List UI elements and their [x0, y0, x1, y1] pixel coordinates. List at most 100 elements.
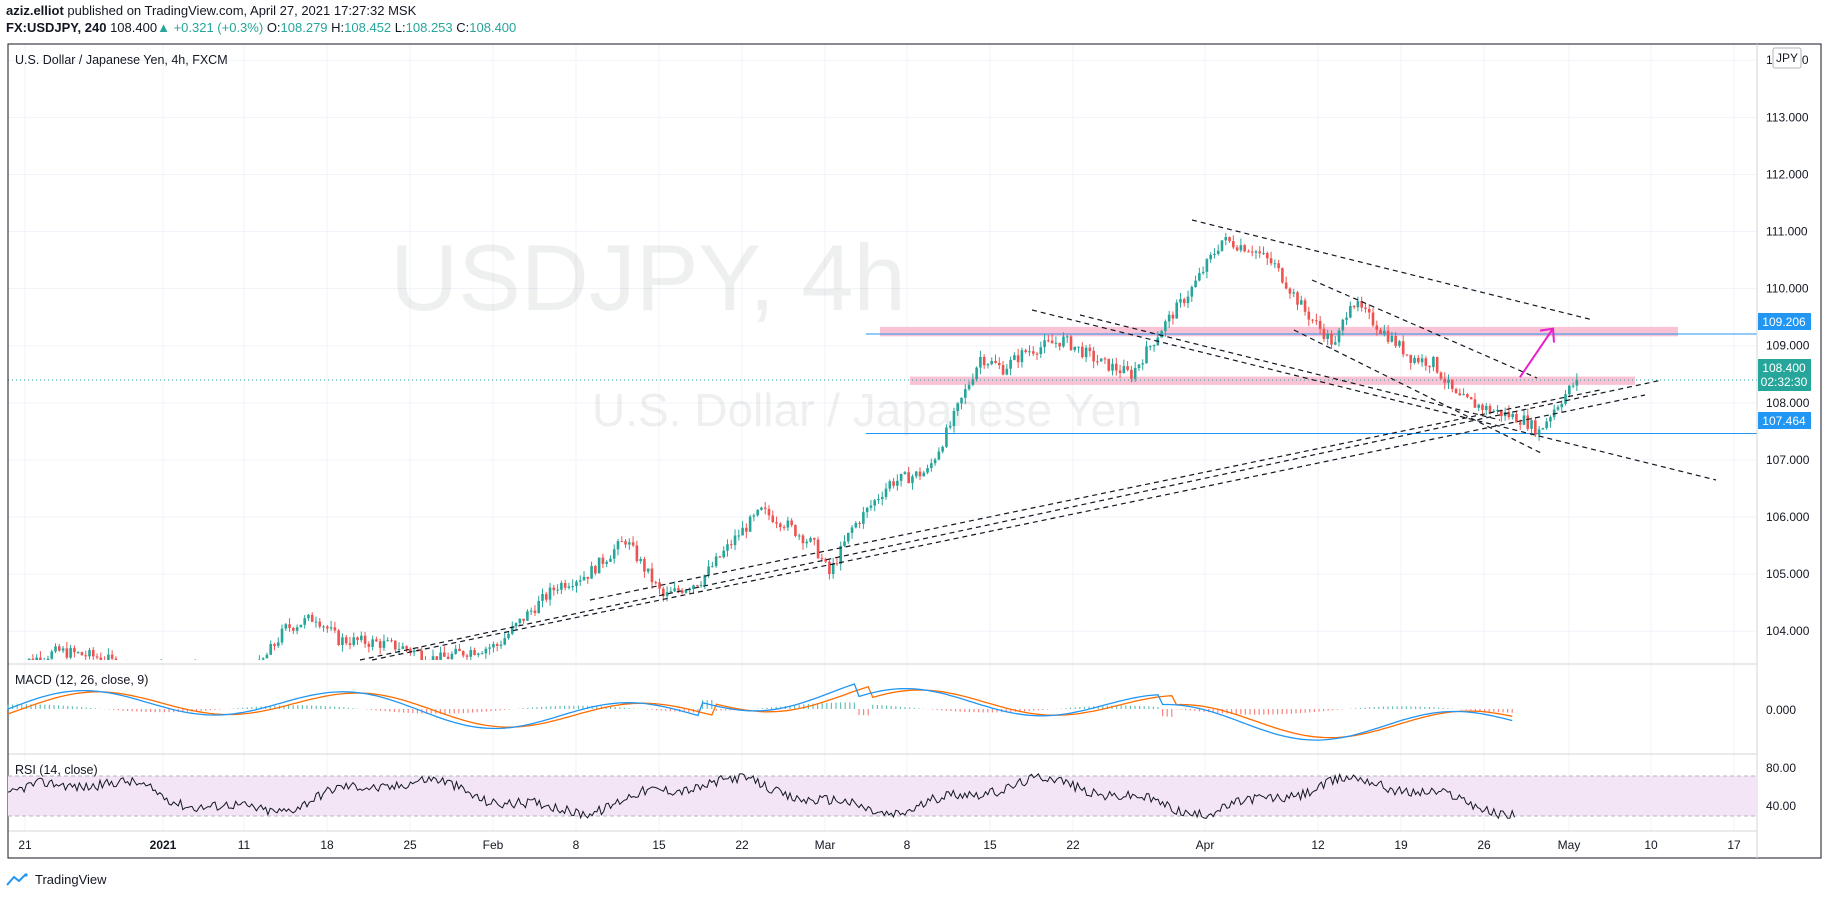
candle [544, 591, 548, 603]
candle [503, 632, 507, 646]
candle [1190, 285, 1194, 302]
candle [110, 650, 114, 660]
time-tick: Feb [483, 838, 504, 852]
candle [443, 646, 446, 657]
candle [1043, 334, 1046, 354]
watermark-name: U.S. Dollar / Japanese Yen [592, 384, 1142, 436]
tradingview-brand: TradingView [35, 872, 107, 887]
candle [431, 649, 435, 660]
macd-pane [7, 683, 1513, 741]
candle [284, 623, 288, 631]
candle [1281, 267, 1284, 284]
candle [397, 642, 401, 656]
candle [1450, 379, 1454, 393]
candle [1330, 330, 1333, 350]
candle [816, 536, 820, 559]
candle [1537, 425, 1541, 441]
candle [658, 578, 661, 595]
tradingview-footer[interactable]: TradingView [6, 872, 107, 887]
candle [299, 624, 303, 628]
candle [797, 533, 801, 541]
candle [76, 651, 80, 654]
candle [1383, 324, 1386, 337]
candle [390, 637, 393, 643]
candle [307, 614, 310, 621]
candle [114, 656, 118, 660]
candle [1198, 267, 1201, 282]
candle [862, 506, 865, 529]
candle [533, 605, 537, 616]
price-tick: 110.000 [1766, 282, 1809, 296]
candle [1077, 346, 1080, 353]
candle [1247, 249, 1250, 253]
candle [1560, 400, 1564, 412]
macd-line [7, 683, 1513, 741]
candle [1568, 384, 1571, 397]
candle [265, 652, 269, 659]
candle [1439, 371, 1443, 381]
chart-area[interactable]: USDJPY, 4h U.S. Dollar / Japanese Yen U.… [0, 0, 1828, 870]
candle [492, 641, 495, 653]
candle [612, 544, 616, 564]
candle [1424, 355, 1428, 371]
channel-top [1191, 219, 1594, 321]
candle [937, 447, 941, 461]
channel-bottom [1293, 329, 1544, 455]
candle [1013, 352, 1016, 361]
target-arrow-shaft [1519, 328, 1554, 378]
candle [337, 628, 340, 646]
candle [341, 633, 344, 652]
candle [1088, 344, 1092, 357]
candle [1031, 346, 1035, 357]
publish-info: aziz.elliot published on TradingView.com… [6, 3, 416, 18]
candle [1549, 415, 1552, 428]
candle [73, 645, 76, 658]
time-tick: Apr [1196, 838, 1215, 852]
candle [1069, 334, 1073, 352]
chart-frame [7, 43, 1822, 859]
candle [356, 636, 359, 646]
candle [458, 643, 461, 652]
candle [363, 631, 367, 648]
candle [1534, 417, 1537, 437]
candle [511, 621, 514, 636]
close-value: 108.400 [469, 20, 517, 35]
candle [1047, 335, 1050, 343]
candle [1262, 246, 1265, 255]
candle [760, 506, 763, 511]
price-tick: 105.000 [1766, 567, 1810, 581]
candle [582, 571, 586, 581]
candle [635, 540, 639, 564]
candle [620, 536, 624, 543]
candle [1160, 329, 1163, 338]
candle [1107, 358, 1111, 372]
close-label: C: [456, 20, 470, 35]
candle [1235, 245, 1239, 252]
currency-badge[interactable] [1772, 47, 1802, 69]
candle [461, 650, 465, 658]
candle [982, 354, 986, 369]
candle [1258, 246, 1262, 259]
candle [986, 363, 990, 369]
candle [318, 617, 322, 629]
candle [563, 579, 567, 591]
time-tick: 26 [1477, 838, 1491, 852]
candle [1386, 325, 1390, 344]
time-axis: 21 2021 11 18 25 Feb 8 15 22 Mar 8 15 22 Apr 12 19 26 May… [18, 838, 1741, 852]
candle [1228, 236, 1231, 243]
candle [412, 648, 416, 657]
candle [918, 467, 922, 481]
candle [884, 482, 888, 500]
price-tick: 109.000 [1766, 339, 1810, 353]
candle [628, 538, 631, 550]
low-label: L: [394, 20, 406, 35]
candle [967, 381, 971, 391]
candle [322, 624, 325, 632]
candle [1175, 299, 1178, 319]
author-name[interactable]: aziz.elliot [6, 3, 64, 18]
candle [348, 636, 352, 650]
rsi-title: RSI (14, close) [15, 763, 98, 777]
candle [643, 556, 646, 578]
candle [1269, 251, 1273, 266]
candle [1073, 346, 1077, 353]
